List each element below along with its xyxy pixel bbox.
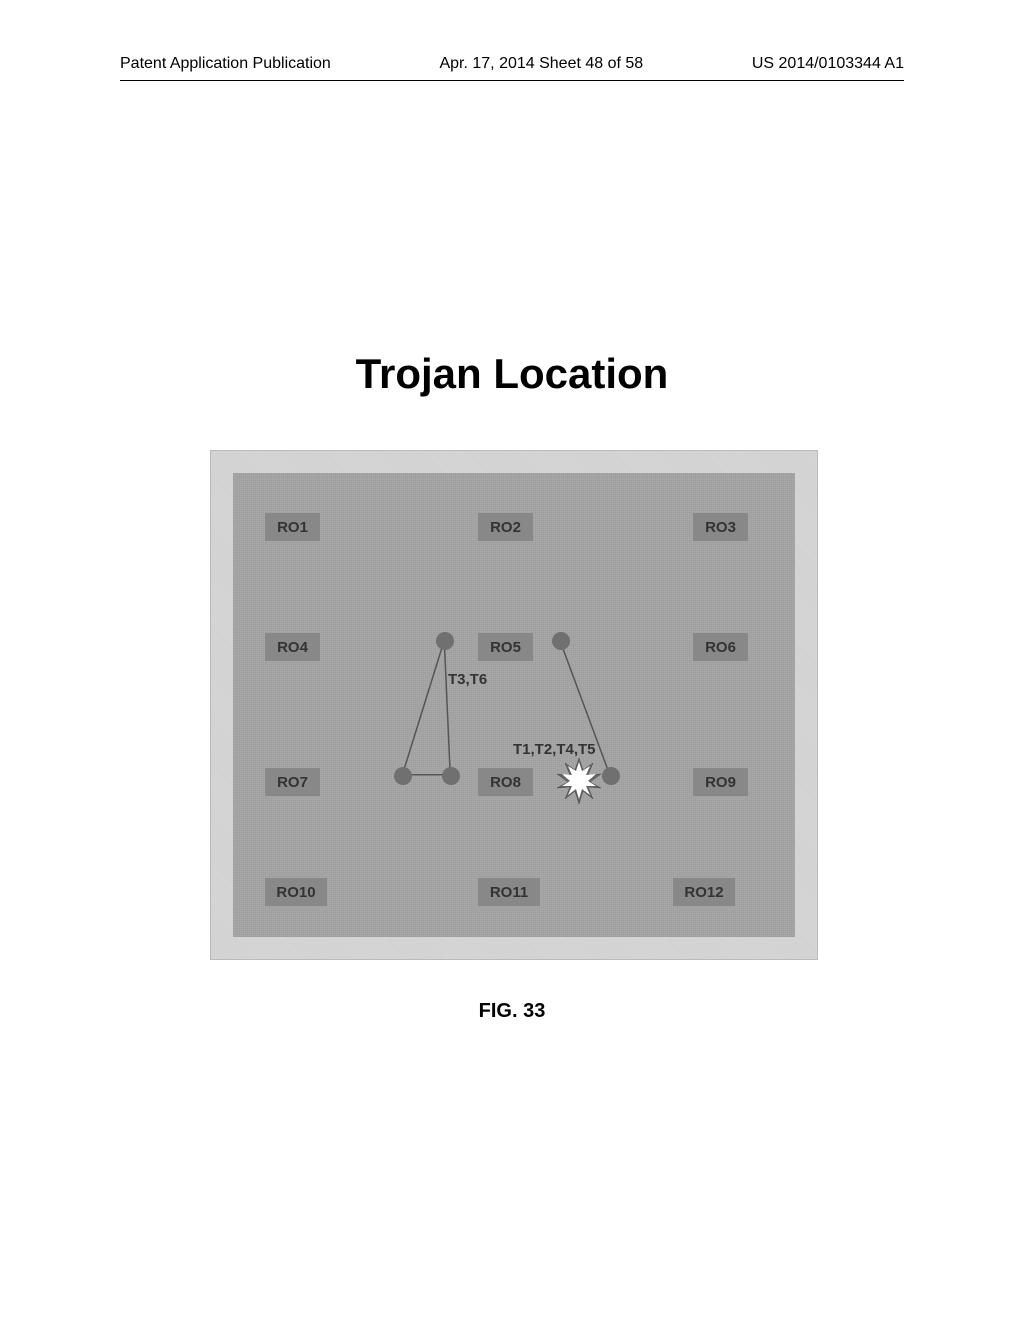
node-n-ro5-left: [436, 632, 454, 650]
annotation-1: T1,T2,T4,T5: [513, 741, 596, 758]
diagram-inner: RO1RO2RO3RO4RO5RO6RO7RO8RO9RO10RO11RO12 …: [233, 473, 795, 937]
ro-box-ro7: RO7: [265, 768, 320, 796]
ro-box-ro10: RO10: [265, 878, 327, 906]
ro-box-ro12: RO12: [673, 878, 735, 906]
starburst-icon: [555, 756, 603, 804]
node-n-star-right: [602, 767, 620, 785]
header-right: US 2014/0103344 A1: [752, 55, 904, 73]
edges-svg: [233, 473, 795, 937]
ro-box-ro11: RO11: [478, 878, 540, 906]
node-n-ro5-right: [552, 632, 570, 650]
header-left: Patent Application Publication: [120, 55, 331, 73]
ro-box-ro4: RO4: [265, 633, 320, 661]
node-n-ro8-right: [442, 767, 460, 785]
ro-box-ro3: RO3: [693, 513, 748, 541]
page-header: Patent Application Publication Apr. 17, …: [0, 55, 1024, 73]
header-center: Apr. 17, 2014 Sheet 48 of 58: [439, 55, 643, 73]
ro-box-ro8: RO8: [478, 768, 533, 796]
ro-box-ro6: RO6: [693, 633, 748, 661]
ro-box-ro1: RO1: [265, 513, 320, 541]
ro-box-ro2: RO2: [478, 513, 533, 541]
ro-box-ro5: RO5: [478, 633, 533, 661]
diagram-outer: RO1RO2RO3RO4RO5RO6RO7RO8RO9RO10RO11RO12 …: [210, 450, 818, 960]
diagram-title: Trojan Location: [0, 350, 1024, 398]
node-n-ro8-left: [394, 767, 412, 785]
annotation-0: T3,T6: [448, 671, 487, 688]
header-rule: [120, 80, 904, 81]
figure-caption: FIG. 33: [0, 1000, 1024, 1023]
ro-box-ro9: RO9: [693, 768, 748, 796]
